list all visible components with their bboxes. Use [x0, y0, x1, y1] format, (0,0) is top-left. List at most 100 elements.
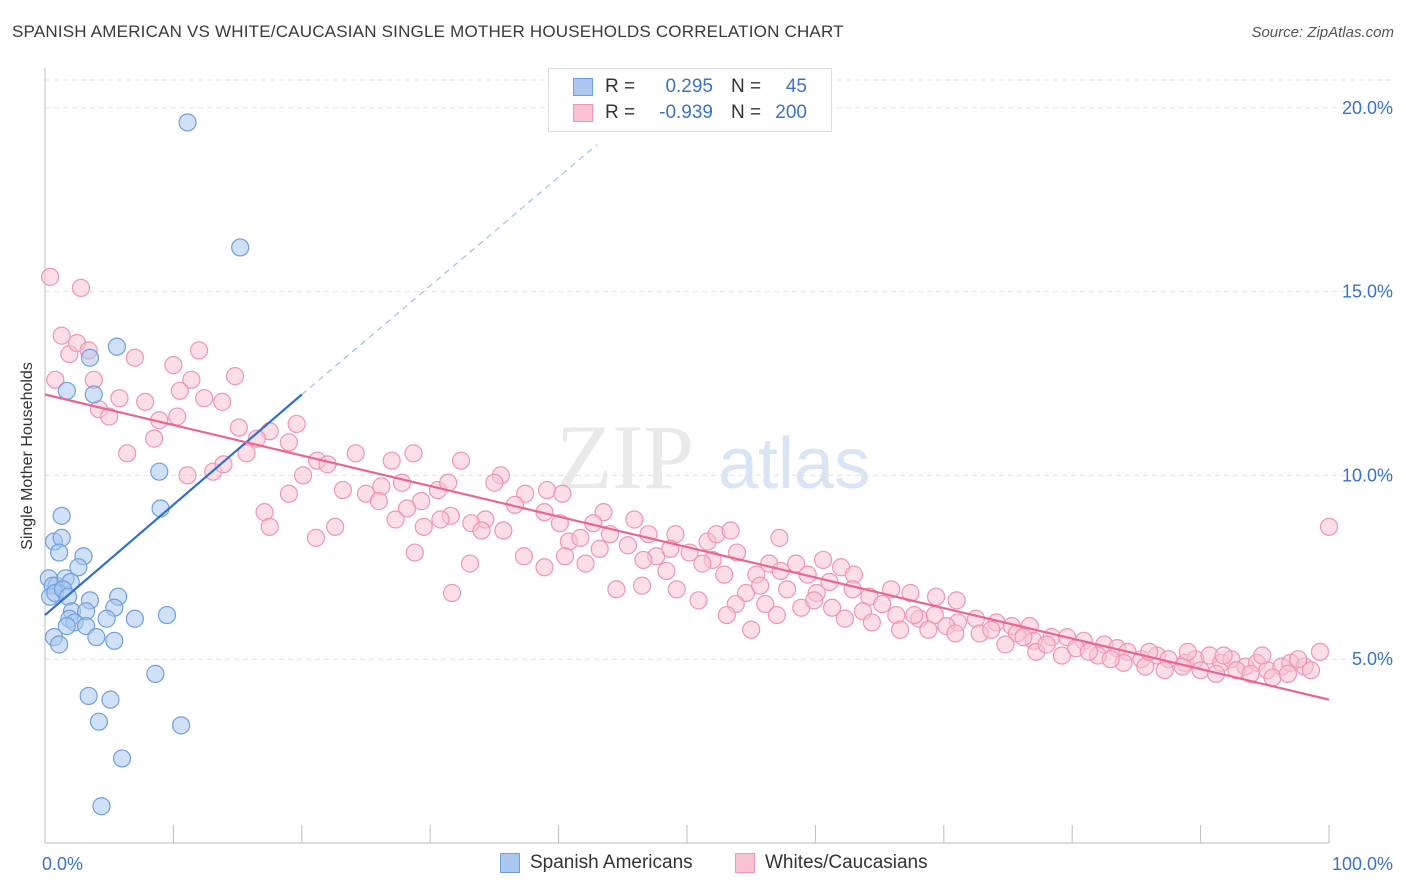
point-whites-caucasians [41, 267, 60, 286]
x-tick-label: 100.0% [1332, 854, 1393, 874]
point-spanish-americans [50, 543, 69, 562]
point-whites-caucasians [742, 620, 761, 639]
point-whites-caucasians [170, 381, 189, 400]
point-whites-caucasians [553, 484, 572, 503]
point-whites-caucasians [260, 517, 279, 536]
point-whites-caucasians [1310, 642, 1330, 661]
r-label: R = [605, 76, 636, 97]
point-whites-caucasians [386, 510, 405, 529]
point-spanish-americans [172, 716, 191, 735]
y-tick-label: 5.0% [1352, 649, 1393, 669]
point-whites-caucasians [926, 587, 946, 606]
point-whites-caucasians [657, 561, 676, 581]
point-whites-caucasians [472, 521, 491, 540]
point-whites-caucasians [555, 547, 575, 566]
point-whites-caucasians [625, 510, 644, 529]
legend-item-spanish-americans[interactable]: Spanish Americans [500, 852, 693, 874]
legend-label: Whites/Caucasians [765, 852, 928, 873]
point-whites-caucasians [689, 591, 708, 610]
point-whites-caucasians [1241, 664, 1260, 683]
point-whites-caucasians [372, 477, 391, 496]
n-label: N = [731, 76, 762, 97]
point-whites-caucasians [634, 550, 653, 570]
point-whites-caucasians [397, 499, 417, 518]
point-whites-caucasians [751, 576, 770, 595]
point-whites-caucasians [214, 455, 233, 474]
point-whites-caucasians [71, 278, 91, 297]
point-whites-caucasians [1155, 661, 1174, 680]
point-whites-caucasians [822, 598, 842, 617]
point-whites-caucasians [382, 451, 401, 470]
point-whites-caucasians [1101, 650, 1120, 669]
point-spanish-americans [231, 238, 250, 257]
point-spanish-americans [79, 686, 98, 706]
point-whites-caucasians [843, 580, 862, 599]
point-whites-caucasians [767, 605, 786, 625]
point-spanish-americans [87, 628, 106, 647]
spanish-americans-points [39, 113, 250, 816]
point-whites-caucasians [1301, 661, 1321, 680]
point-whites-caucasians [778, 580, 797, 599]
point-whites-caucasians [145, 429, 164, 448]
x-tick-label: 0.0% [42, 854, 83, 874]
point-whites-caucasians [770, 528, 789, 547]
point-whites-caucasians [279, 484, 299, 503]
point-whites-caucasians [905, 605, 924, 625]
point-whites-caucasians [333, 480, 352, 500]
point-whites-caucasians [667, 580, 686, 599]
point-whites-caucasians [369, 492, 388, 511]
point-spanish-americans [57, 381, 76, 400]
legend-label: Spanish Americans [530, 852, 693, 873]
n-value: 200 [775, 102, 807, 123]
point-whites-caucasians [996, 635, 1015, 654]
point-whites-caucasians [717, 605, 736, 625]
y-tick-label: 15.0% [1342, 282, 1393, 302]
point-whites-caucasians [814, 550, 833, 570]
point-whites-caucasians [442, 583, 462, 603]
correlation-legend: R = 0.295 N = 45 R = -0.939 N = 200 [548, 68, 832, 132]
point-whites-caucasians [306, 528, 326, 547]
point-whites-caucasians [1253, 646, 1272, 665]
point-whites-caucasians [485, 473, 504, 492]
point-whites-caucasians [693, 554, 712, 573]
point-whites-caucasians [431, 510, 450, 529]
chart-source: Source: ZipAtlas.com [1251, 24, 1394, 41]
point-whites-caucasians [326, 517, 345, 536]
tick-labels: 5.0% 10.0% 15.0% 20.0% 0.0% 100.0% [42, 98, 1393, 874]
point-whites-caucasians [1178, 642, 1197, 661]
point-whites-caucasians [576, 554, 595, 573]
point-whites-caucasians [293, 466, 313, 485]
point-spanish-americans [178, 113, 197, 132]
series-legend: Spanish Americans Whites/Caucasians [0, 852, 1406, 878]
point-spanish-americans [89, 712, 109, 731]
point-whites-caucasians [1289, 650, 1308, 669]
legend-swatch-pink [735, 853, 755, 873]
point-whites-caucasians [891, 620, 910, 639]
watermark-zip: ZIP [556, 406, 694, 508]
n-value: 45 [785, 76, 807, 97]
point-spanish-americans [80, 348, 100, 367]
legend-swatch-blue [573, 78, 593, 96]
point-whites-caucasians [168, 407, 187, 426]
point-whites-caucasians [451, 451, 471, 470]
point-whites-caucasians [125, 348, 144, 367]
point-spanish-americans [105, 631, 124, 650]
legend-item-whites-caucasians[interactable]: Whites/Caucasians [735, 852, 928, 874]
point-whites-caucasians [118, 444, 137, 463]
point-spanish-americans [57, 617, 76, 636]
point-spanish-americans [97, 609, 116, 628]
point-whites-caucasians [195, 389, 214, 408]
point-whites-caucasians [392, 473, 412, 492]
point-whites-caucasians [1052, 646, 1072, 665]
point-whites-caucasians [405, 543, 424, 562]
chart-title: SPANISH AMERICAN VS WHITE/CAUCASIAN SING… [12, 22, 844, 41]
trend-line-spanish-americans-extension [301, 144, 598, 395]
point-whites-caucasians [279, 433, 299, 452]
point-whites-caucasians [1037, 635, 1056, 654]
point-whites-caucasians [590, 539, 609, 559]
point-whites-caucasians [414, 517, 433, 536]
point-whites-caucasians [835, 609, 855, 628]
point-whites-caucasians [46, 370, 65, 389]
r-value: 0.295 [665, 76, 713, 97]
point-whites-caucasians [110, 389, 129, 408]
